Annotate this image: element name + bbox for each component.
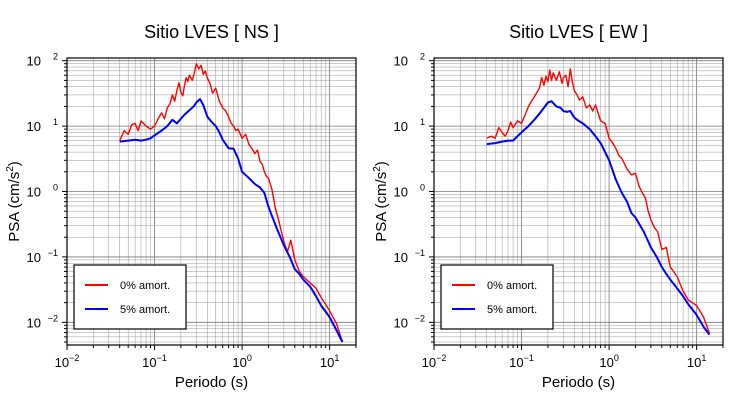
- x-tick-label-exp: 0: [614, 353, 619, 363]
- legend-label: 0% amort.: [120, 280, 170, 292]
- series-lines: [119, 63, 344, 343]
- x-tick-label: 10−2: [422, 353, 447, 370]
- legend: 0% amort. 5% amort.: [73, 264, 187, 330]
- x-tick-label-base: 10: [320, 355, 334, 370]
- y-axis-label: PSA (cm/s2): [372, 161, 390, 242]
- x-tick-label-base: 10: [422, 355, 436, 370]
- y-tick-label-base: 10: [394, 315, 408, 330]
- x-tick-label-base: 10: [142, 355, 156, 370]
- y-tick-label-base: 10: [27, 185, 41, 200]
- y-tick-label: 10 −2: [394, 313, 425, 330]
- x-tick-label-exp: −2: [436, 353, 446, 363]
- x-tick-label-exp: 1: [334, 353, 339, 363]
- x-tick-label-base: 10: [687, 355, 701, 370]
- y-tick-label-base: 10: [394, 185, 408, 200]
- legend-label: 5% amort.: [120, 304, 170, 316]
- y-tick-label-base: 10: [394, 250, 408, 265]
- x-tick-label: 100: [232, 353, 251, 370]
- x-axis-label: Periodo (s): [175, 374, 248, 391]
- y-tick-label-exp: −1: [415, 248, 425, 258]
- series-line-undamped: [119, 63, 344, 343]
- series-line-undamped: [486, 68, 711, 334]
- x-tick-label-exp: −1: [157, 353, 167, 363]
- x-tick-label: 101: [320, 353, 339, 370]
- y-axis-label-end: ): [6, 161, 23, 166]
- y-tick-label-exp: −2: [48, 313, 58, 323]
- series-line-damped: [119, 98, 344, 343]
- y-tick-label-base: 10: [27, 119, 41, 134]
- y-axis-label-sup: 2: [372, 166, 383, 172]
- y-tick-label-exp: −2: [415, 313, 425, 323]
- tick-marks: [429, 60, 724, 350]
- chart-title: Sitio LVES [ EW ]: [509, 22, 648, 42]
- y-tick-label-base: 10: [27, 54, 41, 69]
- x-tick-label-base: 10: [509, 355, 523, 370]
- y-tick-label-base: 10: [27, 315, 41, 330]
- y-tick-label-exp: 1: [420, 117, 425, 127]
- legend-box: [73, 264, 187, 330]
- x-tick-label-exp: 1: [701, 353, 706, 363]
- y-tick-label: 10 −1: [394, 248, 425, 265]
- series-line-damped: [486, 100, 711, 336]
- x-tick-label: 100: [599, 353, 618, 370]
- y-tick-label-base: 10: [394, 119, 408, 134]
- y-tick-label: 10 2: [27, 52, 58, 69]
- y-tick-label-exp: 0: [420, 183, 425, 193]
- x-tick-label-base: 10: [232, 355, 246, 370]
- y-tick-label: 10 2: [394, 52, 425, 69]
- y-tick-label: 10 1: [394, 117, 425, 134]
- y-tick-label-exp: 0: [53, 183, 58, 193]
- x-tick-label: 10−1: [509, 353, 534, 370]
- y-tick-label: 10 −2: [27, 313, 58, 330]
- legend: 0% amort. 5% amort.: [440, 264, 554, 330]
- y-axis-label: PSA (cm/s2): [5, 161, 23, 242]
- legend-label: 0% amort.: [487, 280, 537, 292]
- y-axis-label-sup: 2: [5, 166, 16, 172]
- y-tick-label-exp: 2: [420, 52, 425, 62]
- y-tick-label-base: 10: [394, 54, 408, 69]
- x-tick-label-base: 10: [55, 355, 69, 370]
- tick-marks: [62, 60, 357, 350]
- x-tick-label-exp: 0: [247, 353, 252, 363]
- y-tick-label-base: 10: [27, 250, 41, 265]
- chart-title: Sitio LVES [ NS ]: [144, 22, 279, 42]
- x-tick-label: 10−2: [55, 353, 80, 370]
- legend-box: [440, 264, 554, 330]
- y-axis-label-main: PSA (cm/s: [373, 172, 390, 242]
- x-tick-label: 101: [687, 353, 706, 370]
- x-tick-label-exp: −2: [69, 353, 79, 363]
- y-tick-label-exp: 2: [53, 52, 58, 62]
- y-tick-label-exp: 1: [53, 117, 58, 127]
- x-axis-label: Periodo (s): [542, 374, 615, 391]
- y-tick-label: 10 0: [27, 183, 58, 200]
- x-tick-label-exp: −1: [524, 353, 534, 363]
- x-tick-label: 10−1: [142, 353, 167, 370]
- y-tick-label: 10 0: [394, 183, 425, 200]
- x-tick-label-base: 10: [599, 355, 613, 370]
- y-axis-label-main: PSA (cm/s: [6, 172, 23, 242]
- y-tick-label: 10 −1: [27, 248, 58, 265]
- y-tick-label-exp: −1: [48, 248, 58, 258]
- series-lines: [486, 68, 711, 336]
- y-tick-label: 10 1: [27, 117, 58, 134]
- legend-label: 5% amort.: [487, 304, 537, 316]
- y-axis-label-end: ): [373, 161, 390, 166]
